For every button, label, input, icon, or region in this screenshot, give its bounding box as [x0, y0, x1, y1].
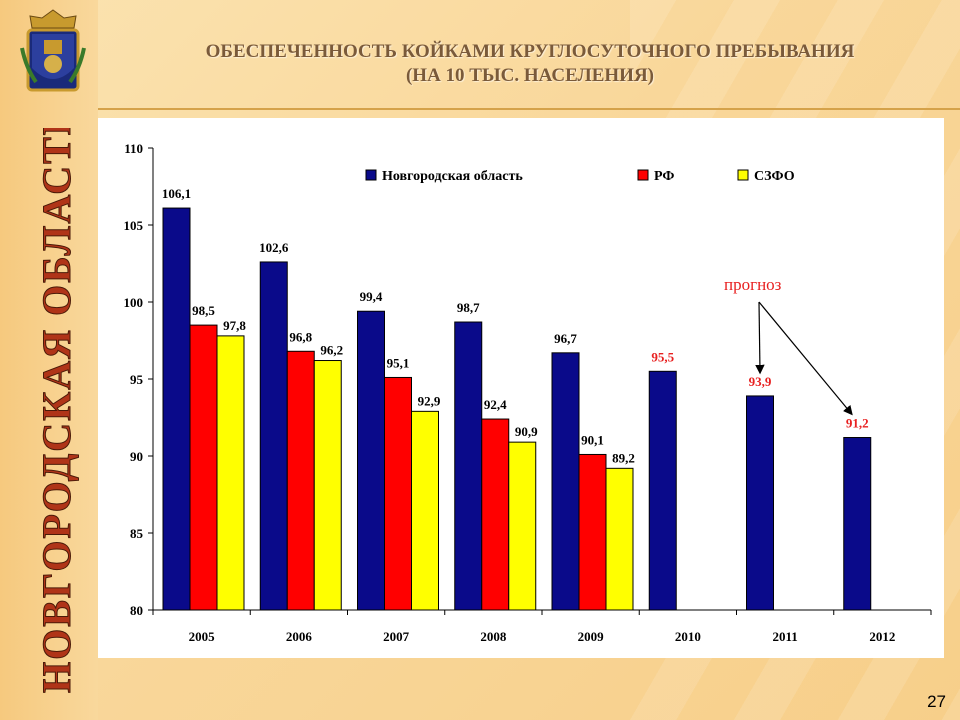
x-tick-label: 2010 [675, 629, 701, 644]
bar-novgorod [551, 352, 580, 611]
legend-swatch [737, 169, 749, 181]
x-tick-label: 2005 [189, 629, 216, 644]
data-label: 96,7 [554, 331, 577, 346]
title-line-2: (НА 10 ТЫС. НАСЕЛЕНИЯ) [405, 65, 654, 86]
y-tick-label: 110 [124, 141, 143, 156]
vertical-region-title: НОВГОРОДСКАЯ ОБЛАСТЬ [34, 128, 80, 694]
data-label: 95,5 [651, 349, 674, 364]
chart-area: 80 85 90 95 100 105 110 2005 106,1 98,5 97,8 2006 10… [98, 118, 944, 658]
legend-label: СЗФО [754, 169, 795, 184]
page-title: ОБЕСПЕЧЕННОСТЬ КОЙКАМИ КРУГЛОСУТОЧНОГО П… [110, 40, 950, 88]
bar-rf [578, 453, 607, 611]
bar-szfo [508, 441, 537, 611]
x-tick-label: 2011 [772, 629, 797, 644]
data-label: 97,8 [223, 318, 246, 333]
y-tick-label: 80 [130, 603, 143, 618]
forecast-arrow [755, 301, 765, 375]
y-tick-label: 85 [130, 526, 144, 541]
bar-novgorod [648, 370, 677, 611]
bar-szfo [411, 410, 439, 611]
data-label: 90,9 [515, 424, 538, 439]
data-label: 98,5 [192, 303, 215, 318]
data-label: 91,2 [846, 416, 869, 431]
data-label: 92,4 [484, 397, 507, 412]
bar-novgorod [259, 261, 288, 611]
data-label: 92,9 [418, 393, 441, 408]
bar-szfo [605, 467, 634, 611]
legend-label: Новгородская область [382, 169, 523, 184]
legend-swatch [637, 169, 649, 181]
forecast-arrow [758, 301, 853, 416]
bar-rf [384, 376, 412, 611]
y-tick-label: 100 [124, 295, 144, 310]
page-number: 27 [927, 692, 946, 711]
bar-rf [481, 418, 510, 611]
x-tick-label: 2008 [480, 629, 507, 644]
title-divider [98, 108, 960, 110]
x-tick-label: 2009 [578, 629, 605, 644]
region-name-text: НОВГОРОДСКАЯ ОБЛАСТЬ [34, 128, 79, 693]
y-tick-label: 95 [130, 372, 144, 387]
data-label: 106,1 [162, 186, 191, 201]
legend-swatch [365, 169, 377, 181]
bar-szfo [313, 360, 342, 611]
legend-label: РФ [654, 169, 674, 184]
left-band [0, 0, 98, 720]
data-label: 90,1 [581, 432, 604, 447]
y-tick-label: 105 [124, 218, 144, 233]
data-label: 102,6 [259, 240, 289, 255]
data-label: 96,8 [289, 329, 312, 344]
bar-novgorod [746, 395, 774, 611]
coat-of-arms-icon [20, 9, 86, 92]
data-label: 95,1 [387, 355, 410, 370]
forecast-annotation: прогноз [724, 275, 782, 294]
data-label: 93,9 [749, 374, 772, 389]
bar-szfo [216, 335, 245, 611]
bar-rf [286, 350, 315, 611]
data-label: 99,4 [360, 289, 383, 304]
bar-rf [189, 324, 218, 611]
x-tick-label: 2006 [286, 629, 313, 644]
data-label: 96,2 [320, 343, 343, 358]
title-line-1: ОБЕСПЕЧЕННОСТЬ КОЙКАМИ КРУГЛОСУТОЧНОГО П… [205, 41, 855, 62]
data-label: 89,2 [612, 450, 635, 465]
bar-chart: 80 85 90 95 100 105 110 2005 106,1 98,5 97,8 2006 10… [124, 141, 932, 644]
x-tick-label: 2012 [869, 629, 895, 644]
data-label: 98,7 [457, 300, 480, 315]
x-tick-label: 2007 [383, 629, 410, 644]
bar-novgorod [454, 321, 483, 611]
bar-novgorod [357, 310, 385, 611]
y-tick-label: 90 [130, 449, 143, 464]
bar-novgorod [162, 207, 191, 611]
bar-novgorod [843, 437, 872, 611]
